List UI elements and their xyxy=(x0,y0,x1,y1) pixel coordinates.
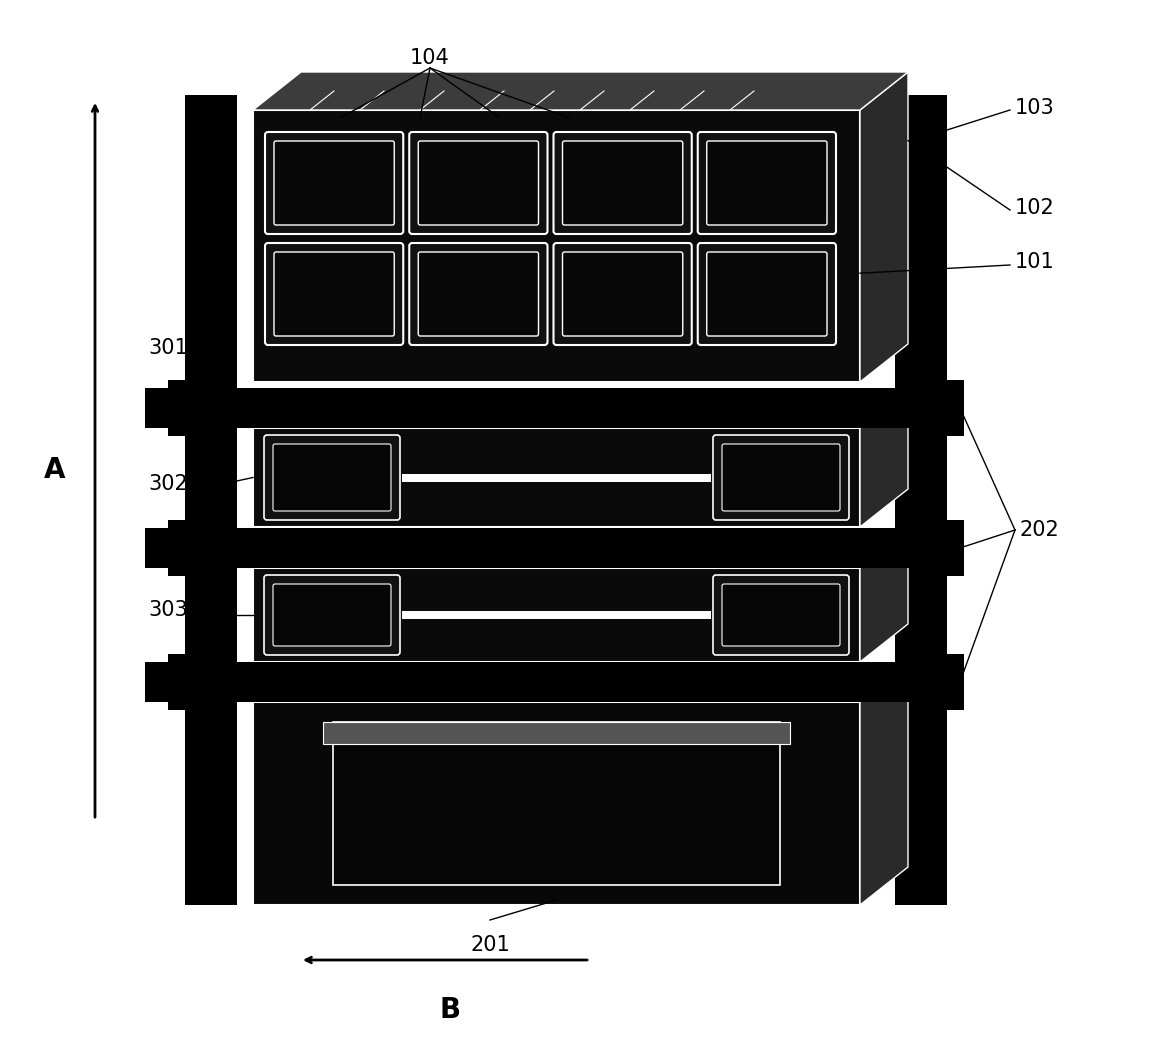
Bar xyxy=(168,654,197,710)
Text: B: B xyxy=(439,996,460,1024)
Bar xyxy=(253,568,860,662)
FancyBboxPatch shape xyxy=(563,141,683,225)
Polygon shape xyxy=(860,390,907,527)
Bar xyxy=(402,474,711,481)
FancyBboxPatch shape xyxy=(713,575,849,655)
FancyBboxPatch shape xyxy=(264,575,400,655)
Polygon shape xyxy=(860,664,907,905)
FancyBboxPatch shape xyxy=(713,435,849,520)
Text: 302: 302 xyxy=(148,474,188,494)
FancyBboxPatch shape xyxy=(418,252,539,336)
FancyBboxPatch shape xyxy=(274,252,394,336)
Bar xyxy=(144,388,959,428)
FancyBboxPatch shape xyxy=(722,584,840,646)
Bar xyxy=(168,380,197,436)
FancyBboxPatch shape xyxy=(265,243,403,345)
FancyBboxPatch shape xyxy=(409,132,548,234)
FancyBboxPatch shape xyxy=(418,141,539,225)
Bar xyxy=(185,95,237,905)
FancyBboxPatch shape xyxy=(554,243,691,345)
Bar xyxy=(144,662,959,702)
Polygon shape xyxy=(253,530,907,568)
Polygon shape xyxy=(253,664,907,702)
Bar xyxy=(253,702,860,905)
Polygon shape xyxy=(253,390,907,428)
Polygon shape xyxy=(253,72,907,110)
Text: 201: 201 xyxy=(470,935,510,955)
Bar xyxy=(936,380,964,436)
Text: 103: 103 xyxy=(1015,98,1054,118)
Bar xyxy=(323,722,790,744)
Bar xyxy=(333,722,780,885)
Polygon shape xyxy=(860,530,907,662)
FancyBboxPatch shape xyxy=(698,243,836,345)
FancyBboxPatch shape xyxy=(264,435,400,520)
FancyBboxPatch shape xyxy=(706,141,827,225)
Bar xyxy=(936,654,964,710)
Bar xyxy=(144,528,959,568)
FancyBboxPatch shape xyxy=(722,444,840,511)
FancyBboxPatch shape xyxy=(698,132,836,234)
FancyBboxPatch shape xyxy=(706,252,827,336)
Text: 301: 301 xyxy=(148,338,188,358)
FancyBboxPatch shape xyxy=(273,584,391,646)
Text: 104: 104 xyxy=(410,48,450,68)
Bar xyxy=(402,611,711,619)
FancyBboxPatch shape xyxy=(274,141,394,225)
Polygon shape xyxy=(860,72,907,382)
FancyBboxPatch shape xyxy=(273,444,391,511)
FancyBboxPatch shape xyxy=(554,132,691,234)
Bar xyxy=(936,520,964,576)
FancyBboxPatch shape xyxy=(265,132,403,234)
FancyBboxPatch shape xyxy=(563,252,683,336)
Text: 102: 102 xyxy=(1015,198,1054,218)
Bar xyxy=(253,428,860,527)
Bar xyxy=(168,520,197,576)
FancyBboxPatch shape xyxy=(409,243,548,345)
Text: 202: 202 xyxy=(1020,520,1060,539)
Bar xyxy=(253,110,860,382)
Text: A: A xyxy=(44,456,66,484)
Text: 101: 101 xyxy=(1015,252,1054,272)
Bar xyxy=(895,95,947,905)
Text: 303: 303 xyxy=(148,600,188,620)
